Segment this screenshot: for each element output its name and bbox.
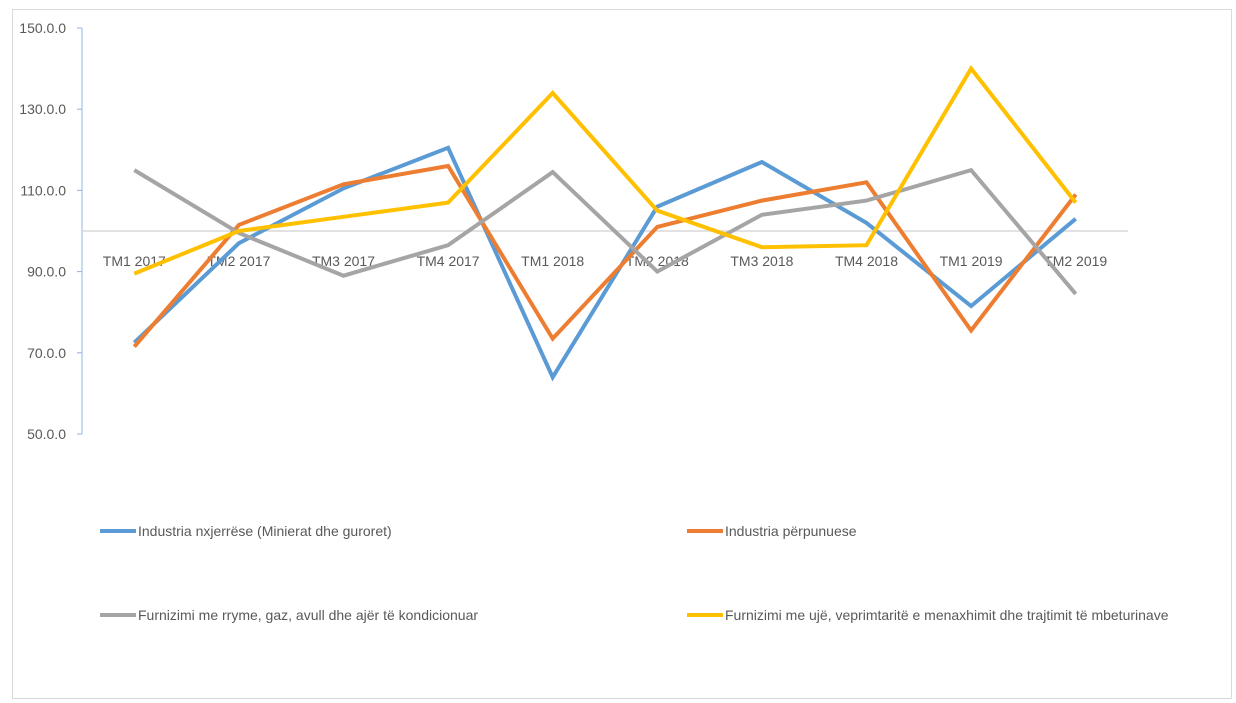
series-line-3 xyxy=(133,167,1078,296)
series-line-1 xyxy=(132,145,1077,382)
x-tick-label: TM3 2018 xyxy=(730,253,793,269)
legend-label-2: Industria përpunuese xyxy=(725,523,857,539)
x-tick-label: TM1 2019 xyxy=(940,253,1003,269)
chart-frame xyxy=(12,9,1232,699)
y-tick-label: 70.0.0 xyxy=(27,345,66,361)
y-tick-label: 110.0.0 xyxy=(20,182,66,198)
y-tick-label: 130.0.0 xyxy=(19,101,66,117)
y-tick-label: 150.0.0 xyxy=(19,20,66,36)
x-tick-label: TM2 2019 xyxy=(1044,253,1107,269)
y-tick-label: 50.0.0 xyxy=(27,426,66,442)
legend-label-3: Furnizimi me rryme, gaz, avull dhe ajër … xyxy=(138,607,478,623)
x-tick-label: TM4 2017 xyxy=(417,253,480,269)
series-line-4 xyxy=(133,65,1078,276)
series-line-2 xyxy=(132,163,1078,349)
x-tick-label: TM4 2018 xyxy=(835,253,898,269)
x-tick-label: TM1 2018 xyxy=(521,253,584,269)
legend-label-1: Industria nxjerrëse (Minierat dhe gurore… xyxy=(138,523,392,539)
legend-label-4: Furnizimi me ujë, veprimtaritë e menaxhi… xyxy=(725,607,1169,623)
y-tick-label: 90.0.0 xyxy=(27,264,66,280)
x-tick-label: TM3 2017 xyxy=(312,253,375,269)
